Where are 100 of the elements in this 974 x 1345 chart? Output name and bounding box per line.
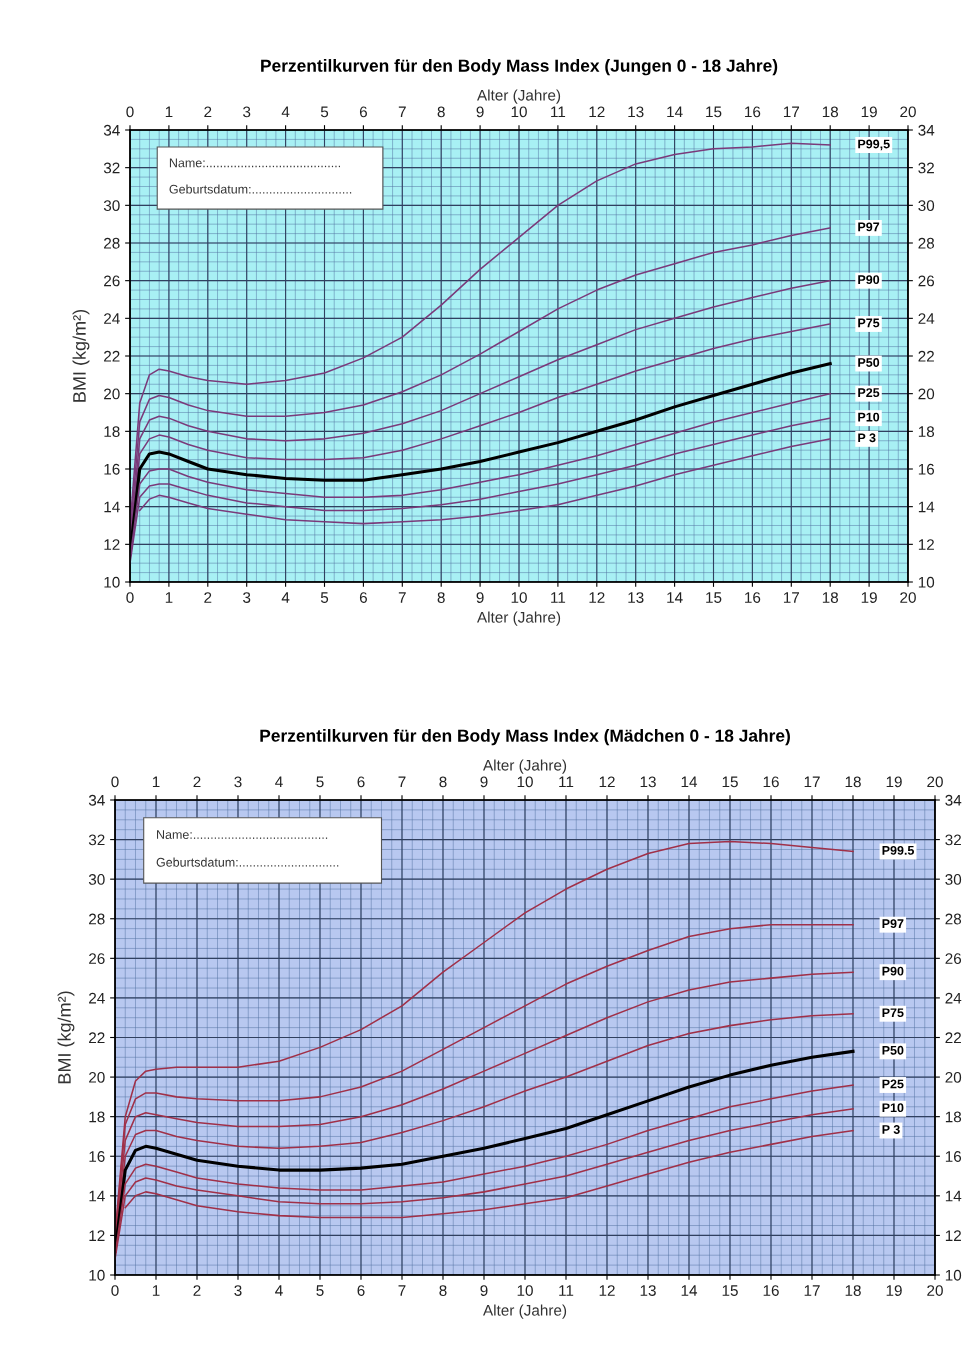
annotation: Geburtsdatum:............................. xyxy=(169,184,352,194)
y-tick-label: 10 xyxy=(104,576,120,588)
y2-tick-label: 34 xyxy=(918,124,935,136)
annotation: Name:....................................... xyxy=(169,158,341,168)
text: P90 xyxy=(858,275,880,285)
x-tick-label: 17 xyxy=(804,1285,820,1296)
y-tick-label: 26 xyxy=(89,953,105,965)
y-tick-label: 14 xyxy=(104,501,120,513)
x2-tick-label: 1 xyxy=(152,776,160,788)
y2-tick-label: 18 xyxy=(918,426,935,438)
y-tick-label: 24 xyxy=(104,313,120,324)
x2-tick-label: 9 xyxy=(476,106,484,118)
text: P50 xyxy=(858,358,880,367)
x-tick-label: 6 xyxy=(359,592,367,603)
x2-tick-label: 13 xyxy=(628,106,644,118)
x-tick-label: 7 xyxy=(398,592,406,603)
x2-tick-label: 14 xyxy=(667,106,683,118)
y-tick-label: 18 xyxy=(89,1111,105,1123)
x-tick-label: 13 xyxy=(640,1285,656,1296)
x2-tick-label: 1 xyxy=(165,106,173,118)
x-tick-label: 15 xyxy=(706,592,722,603)
y-tick-label: 22 xyxy=(104,350,120,362)
y2-tick-label: 24 xyxy=(945,992,962,1004)
y-tick-label: 22 xyxy=(89,1032,105,1044)
y-tick-label: 10 xyxy=(89,1269,105,1281)
x2-tick-label: 17 xyxy=(804,776,820,788)
text: P97 xyxy=(858,222,880,232)
x2-tick-label: 8 xyxy=(437,106,445,118)
x-tick-label: 9 xyxy=(480,1285,488,1296)
y2-tick-label: 14 xyxy=(945,1190,962,1202)
text: P75 xyxy=(858,318,880,328)
x2-tick-label: 5 xyxy=(320,106,329,118)
text: P10 xyxy=(858,412,880,422)
y-tick-label: 20 xyxy=(104,388,120,400)
y2-tick-label: 30 xyxy=(918,200,935,212)
x-axis-title: Alter (Jahre) xyxy=(477,611,561,626)
x-tick-label: 3 xyxy=(234,1285,242,1296)
text: P10 xyxy=(882,1103,904,1113)
x-tick-label: 16 xyxy=(763,1285,779,1296)
y2-tick-label: 16 xyxy=(918,463,935,475)
x2-tick-label: 7 xyxy=(398,776,406,788)
x-tick-label: 16 xyxy=(745,592,761,603)
y2-tick-label: 34 xyxy=(945,794,962,806)
x-tick-label: 0 xyxy=(111,1285,119,1296)
x-tick-label: 10 xyxy=(517,1285,533,1296)
x2-tick-label: 2 xyxy=(204,106,212,118)
text: P99,5 xyxy=(858,139,890,151)
text: P25 xyxy=(882,1079,904,1089)
x-tick-label: 2 xyxy=(193,1285,201,1296)
x-tick-label: 2 xyxy=(204,592,212,603)
y-tick-label: 30 xyxy=(88,874,105,885)
y2-tick-label: 28 xyxy=(918,237,935,249)
x2-tick-label: 19 xyxy=(861,106,877,118)
y2-tick-label: 10 xyxy=(945,1269,962,1281)
y-tick-label: 32 xyxy=(103,162,120,174)
x2-tick-label: 16 xyxy=(745,106,761,118)
x-tick-label: 13 xyxy=(628,592,644,603)
y-tick-label: 18 xyxy=(104,426,120,438)
y-axis-title: BMI (kg/m²) xyxy=(57,991,75,1084)
x2-tick-label: 14 xyxy=(681,776,698,788)
x-tick-label: 7 xyxy=(398,1285,406,1296)
x2-tick-label: 20 xyxy=(927,776,943,788)
y2-tick-label: 24 xyxy=(918,313,935,324)
x-tick-label: 0 xyxy=(126,592,134,603)
x-tick-label: 5 xyxy=(316,1285,324,1296)
x-tick-label: 20 xyxy=(900,592,916,603)
x2-tick-label: 15 xyxy=(706,106,722,118)
x-tick-label: 4 xyxy=(275,1285,283,1296)
y-tick-label: 16 xyxy=(104,463,120,475)
text: P99.5 xyxy=(882,845,915,855)
x2-tick-label: 5 xyxy=(316,776,324,788)
text: P 3 xyxy=(858,433,876,443)
x-tick-label: 8 xyxy=(437,592,445,603)
y2-tick-label: 26 xyxy=(918,275,935,287)
x2-tick-label: 11 xyxy=(551,106,566,118)
x-tick-label: 15 xyxy=(722,1285,738,1296)
y2-tick-label: 30 xyxy=(945,874,962,885)
x2-tick-label: 10 xyxy=(511,106,527,118)
x-tick-label: 11 xyxy=(559,1285,574,1296)
x-tick-label: 20 xyxy=(927,1285,943,1296)
x2-tick-label: 10 xyxy=(517,776,533,788)
text: P97 xyxy=(882,919,904,929)
x-tick-label: 11 xyxy=(551,592,566,603)
x2-axis-title: Alter (Jahre) xyxy=(483,759,567,774)
y-tick-label: 12 xyxy=(89,1230,105,1241)
y2-tick-label: 16 xyxy=(945,1151,962,1162)
x2-tick-label: 6 xyxy=(359,106,367,118)
y2-tick-label: 28 xyxy=(945,913,962,925)
x2-tick-label: 2 xyxy=(193,776,201,788)
annotation: Geburtsdatum:............................. xyxy=(156,857,339,867)
x-axis-title: Alter (Jahre) xyxy=(483,1304,567,1319)
x-tick-label: 18 xyxy=(845,1285,861,1296)
y-axis-title: BMI (kg/m²) xyxy=(72,309,90,402)
x2-tick-label: 15 xyxy=(722,776,738,788)
x2-tick-label: 13 xyxy=(640,776,656,788)
x-tick-label: 8 xyxy=(439,1285,447,1296)
y-tick-label: 20 xyxy=(89,1071,105,1083)
y-tick-label: 28 xyxy=(89,913,105,925)
y2-tick-label: 22 xyxy=(945,1032,961,1044)
x2-tick-label: 4 xyxy=(281,106,290,118)
